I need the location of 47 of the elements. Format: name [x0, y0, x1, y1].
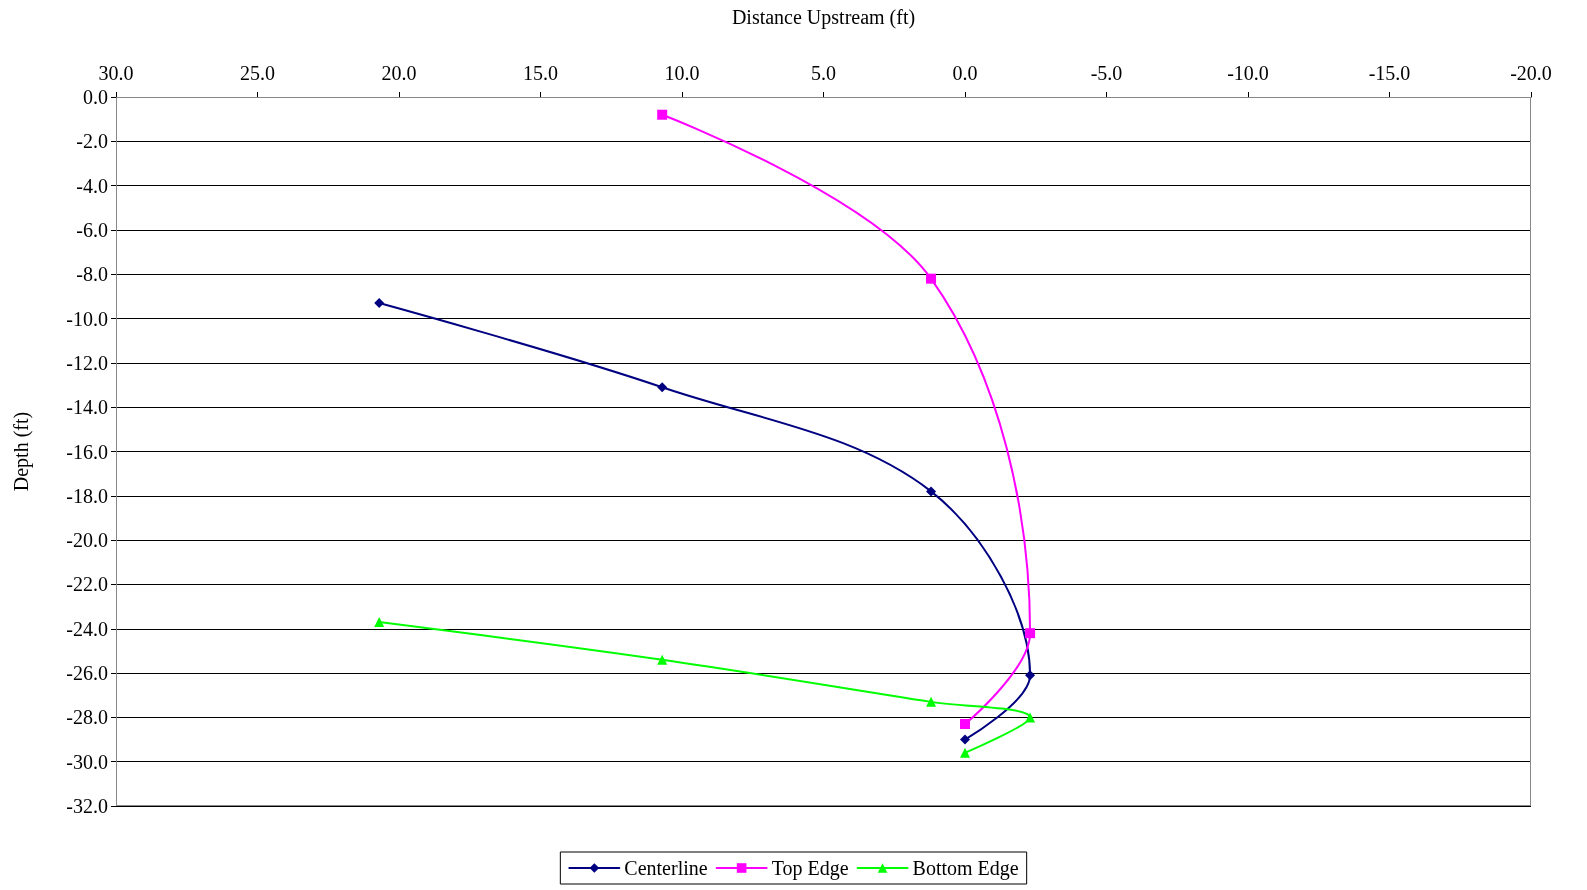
x-tick-label: 10.0 — [664, 62, 700, 84]
point — [657, 654, 668, 665]
x-tick-label: -5.0 — [1090, 62, 1123, 84]
y-tick-label: -4.0 — [76, 174, 108, 197]
y-tick-label: -8.0 — [76, 263, 108, 286]
point — [926, 273, 937, 284]
legend-label: Top Edge — [771, 857, 849, 880]
point — [960, 734, 970, 745]
y-tick-label: -14.0 — [66, 396, 108, 419]
y-axis-title: Depth (ft) — [10, 411, 33, 492]
point — [657, 382, 668, 393]
legend-label: Centerline — [624, 857, 708, 879]
y-tick-label: -24.0 — [66, 617, 108, 640]
x-tick-label: 30.0 — [98, 62, 134, 84]
x-tick-label: 0.0 — [952, 62, 978, 84]
x-tick-label: -15.0 — [1368, 62, 1411, 84]
x-tick-label: 15.0 — [523, 62, 558, 84]
y-tick-label: -6.0 — [76, 218, 108, 241]
y-tick-label: -10.0 — [66, 307, 108, 330]
y-tick-label: -2.0 — [76, 130, 108, 153]
x-axis-title: Distance Upstream (ft) — [731, 6, 916, 29]
x-tick-label: 20.0 — [381, 62, 417, 84]
y-tick-label: -26.0 — [66, 662, 108, 685]
x-tick-label: -20.0 — [1510, 62, 1552, 84]
y-tick-label: -30.0 — [66, 750, 108, 773]
point — [1025, 712, 1036, 723]
y-tick-label: -16.0 — [66, 440, 108, 463]
x-tick-label: 25.0 — [240, 62, 275, 84]
y-tick-label: -32.0 — [66, 795, 108, 817]
point — [926, 486, 937, 497]
point — [1025, 670, 1036, 681]
point — [1025, 628, 1036, 639]
y-tick-label: -22.0 — [66, 573, 108, 596]
x-tick-label: -10.0 — [1227, 62, 1269, 84]
x-tick-label: 5.0 — [811, 62, 836, 84]
y-tick-label: -28.0 — [66, 706, 108, 729]
y-tick-label: 0.0 — [83, 86, 108, 108]
legend-label: Bottom Edge — [912, 857, 1019, 880]
point — [374, 617, 385, 628]
point — [960, 747, 970, 758]
y-tick-label: -12.0 — [66, 351, 108, 374]
point — [960, 719, 970, 730]
point — [926, 696, 937, 707]
y-tick-label: -18.0 — [66, 484, 108, 507]
point — [374, 298, 385, 309]
point — [657, 109, 668, 120]
y-tick-label: -20.0 — [66, 529, 108, 552]
